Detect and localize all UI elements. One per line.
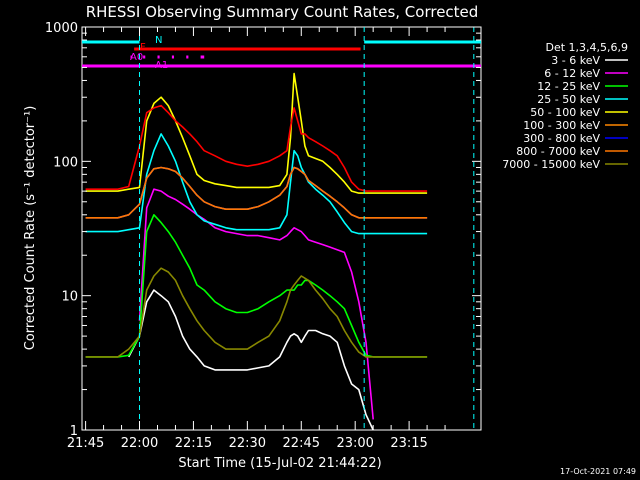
- flags-layer: FN A0 A1: [82, 35, 481, 71]
- legend-title: Det 1,3,4,5,6,9: [545, 41, 628, 54]
- attenuator-markers: [139, 27, 475, 430]
- x-tick-label: 22:45: [283, 436, 320, 451]
- plot-frame: [81, 26, 482, 431]
- series-line-4: [85, 72, 428, 194]
- legend-label: 6 - 12 keV: [544, 67, 600, 80]
- legend-label: 100 - 300 keV: [523, 119, 600, 132]
- series-line-1: [138, 188, 374, 420]
- y-axis-ticks: 1 10 100 1000: [45, 21, 481, 439]
- y-axis-label: Corrected Count Rate (s⁻¹ detector⁻¹): [23, 106, 38, 351]
- x-tick-label: 21:45: [67, 436, 104, 451]
- legend-label: 50 - 100 keV: [530, 106, 600, 119]
- legend-label: 3 - 6 keV: [551, 54, 600, 67]
- series-line-8: [85, 267, 428, 358]
- flag-label-a0: A0: [130, 52, 143, 63]
- y-tick-label: 1: [70, 424, 78, 439]
- legend-label: 300 - 800 keV: [523, 132, 600, 145]
- series-line-7: [85, 166, 428, 219]
- x-tick-label: 22:30: [229, 436, 266, 451]
- x-axis-label: Start Time (15-Jul-02 21:44:22): [178, 456, 381, 471]
- x-axis-ticks: 21:45 22:00 22:15 22:30 22:45 23:00 23:15: [67, 27, 446, 451]
- series-layer: [85, 72, 428, 431]
- y-tick-label: 100: [53, 155, 78, 170]
- x-tick-label: 22:15: [175, 436, 212, 451]
- series-line-9: [85, 104, 428, 192]
- series-line-2: [85, 214, 428, 358]
- legend-label: 25 - 50 keV: [537, 93, 600, 106]
- flag-label-n: N: [155, 35, 162, 46]
- x-tick-label: 23:15: [390, 436, 427, 451]
- y-tick-label: 1000: [45, 21, 78, 36]
- x-tick-label: 22:00: [121, 436, 158, 451]
- x-tick-label: 23:00: [336, 436, 373, 451]
- chart-title: RHESSI Observing Summary Count Rates, Co…: [86, 3, 479, 21]
- legend-label: 12 - 25 keV: [537, 80, 600, 93]
- footer-timestamp: 17-Oct-2021 07:49: [560, 467, 636, 476]
- y-tick-label: 10: [61, 290, 78, 305]
- flag-label-a1: A1: [155, 60, 168, 71]
- legend-label: 7000 - 15000 keV: [502, 158, 600, 171]
- flag-label-f: F: [140, 42, 146, 53]
- series-line-3: [85, 133, 428, 235]
- legend-label: 800 - 7000 keV: [516, 145, 600, 158]
- plot-border: [81, 26, 482, 431]
- series-line-0: [127, 289, 374, 431]
